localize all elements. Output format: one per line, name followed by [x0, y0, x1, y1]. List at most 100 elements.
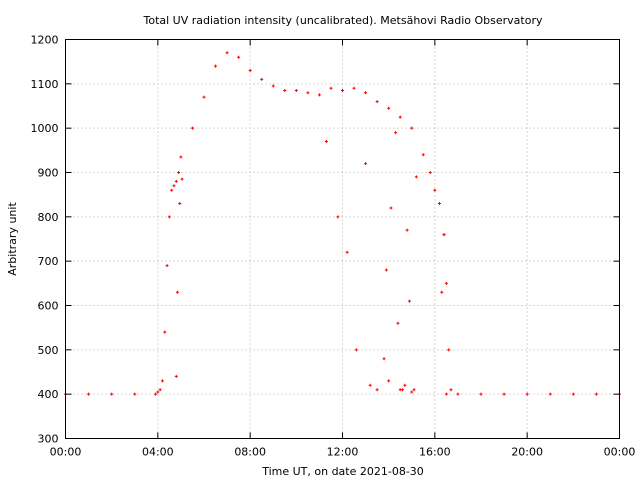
y-tick-label: 1000 — [31, 122, 59, 135]
data-point — [440, 290, 444, 294]
x-tick-label: 00:00 — [604, 446, 636, 459]
data-point — [163, 330, 167, 334]
data-point — [456, 392, 460, 396]
data-point — [387, 379, 391, 383]
data-point — [375, 100, 379, 104]
x-tick-label: 00:00 — [50, 446, 82, 459]
data-point — [396, 321, 400, 325]
data-point — [87, 392, 91, 396]
data-point — [405, 228, 409, 232]
data-point — [444, 392, 448, 396]
data-point — [172, 184, 176, 188]
data-point — [345, 250, 349, 254]
data-point — [428, 171, 432, 174]
chart-title: Total UV radiation intensity (uncalibrat… — [143, 14, 543, 27]
data-point — [110, 392, 114, 396]
data-points — [64, 51, 621, 396]
y-tick-label: 1100 — [31, 78, 59, 91]
data-point — [170, 188, 174, 192]
data-point — [225, 51, 229, 55]
data-point — [177, 171, 181, 174]
data-point — [174, 374, 178, 378]
data-point — [414, 175, 418, 179]
data-point — [202, 95, 206, 99]
data-point — [401, 388, 405, 392]
x-tick-label: 04:00 — [142, 446, 174, 459]
data-point — [571, 392, 575, 396]
data-point — [394, 131, 398, 135]
data-point — [179, 155, 183, 159]
y-tick-label: 600 — [38, 300, 59, 313]
data-point — [154, 392, 158, 396]
data-point — [306, 91, 310, 95]
data-point — [368, 383, 372, 387]
tick-labels: 300 400 500 600 700 800 900 1000 1100 1200 00:00 04… — [31, 34, 636, 459]
x-axis-label: Time UT, on date 2021-08-30 — [261, 465, 424, 478]
data-point — [444, 281, 448, 285]
y-tick-label: 800 — [38, 211, 59, 224]
data-point — [433, 188, 437, 192]
data-point — [479, 392, 483, 396]
data-point — [447, 348, 451, 352]
y-axis-label: Arbitrary unit — [6, 202, 19, 276]
data-point — [352, 86, 356, 90]
y-tick-label: 700 — [38, 255, 59, 268]
data-point — [178, 202, 182, 206]
x-tick-label: 16:00 — [419, 446, 451, 459]
data-point — [160, 379, 164, 383]
data-point — [260, 77, 264, 81]
y-tick-label: 900 — [38, 167, 59, 180]
y-tick-label: 500 — [38, 344, 59, 357]
data-point — [387, 106, 391, 110]
data-point — [389, 206, 393, 210]
x-tick-label: 08:00 — [234, 446, 266, 459]
x-tick-label: 12:00 — [327, 446, 359, 459]
data-point — [341, 88, 344, 92]
data-point — [248, 69, 252, 73]
data-point — [190, 126, 194, 130]
data-point — [502, 392, 506, 396]
data-point — [175, 290, 179, 294]
data-point — [375, 388, 379, 392]
data-point — [364, 162, 368, 166]
data-point — [167, 215, 171, 219]
data-point — [525, 392, 529, 396]
data-point — [442, 233, 446, 237]
data-point — [336, 215, 340, 219]
data-point — [174, 179, 178, 183]
data-point — [403, 383, 407, 387]
data-point — [133, 392, 137, 396]
plot-frame — [65, 39, 620, 439]
data-point — [180, 177, 184, 181]
data-point — [421, 153, 425, 157]
data-point — [165, 264, 169, 268]
data-point — [324, 139, 328, 143]
data-point — [271, 84, 275, 88]
data-point — [548, 392, 552, 396]
data-point — [412, 388, 416, 392]
data-point — [237, 55, 241, 59]
grid-lines — [65, 39, 620, 439]
data-point — [156, 390, 160, 394]
data-point — [364, 91, 368, 95]
data-point — [407, 299, 411, 303]
data-point — [594, 392, 598, 396]
data-point — [317, 93, 321, 97]
y-tick-label: 300 — [38, 433, 59, 446]
data-point — [384, 268, 388, 272]
axis-ticks — [65, 39, 620, 439]
data-point — [354, 348, 358, 352]
data-point — [410, 126, 414, 130]
data-point — [214, 64, 218, 68]
data-point — [158, 388, 162, 392]
data-point — [410, 390, 414, 394]
data-point — [382, 357, 386, 361]
data-point — [449, 388, 453, 392]
data-point — [294, 88, 298, 92]
y-tick-label: 1200 — [31, 34, 59, 47]
y-tick-label: 400 — [38, 388, 59, 401]
data-point — [283, 88, 287, 92]
data-point — [437, 202, 441, 206]
x-tick-label: 20:00 — [511, 446, 543, 459]
